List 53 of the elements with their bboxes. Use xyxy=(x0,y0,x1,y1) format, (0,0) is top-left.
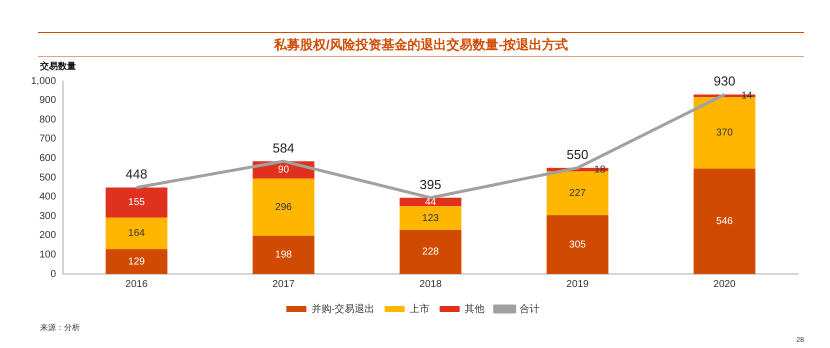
data-label: 44 xyxy=(424,196,437,208)
bar xyxy=(694,168,756,274)
bar xyxy=(106,188,168,218)
data-label: 448 xyxy=(126,166,148,182)
x-tick-label: 2016 xyxy=(125,278,148,290)
data-label: 550 xyxy=(566,146,588,162)
bar xyxy=(400,198,462,206)
data-label: 90 xyxy=(278,164,290,176)
data-label: 546 xyxy=(716,216,734,228)
data-label: 227 xyxy=(569,188,586,199)
y-tick-label: 100 xyxy=(39,249,56,260)
data-label: 129 xyxy=(128,256,146,268)
data-label: 370 xyxy=(716,128,734,139)
y-tick-label: 500 xyxy=(39,172,56,184)
legend-label: 合计 xyxy=(520,302,540,315)
bar xyxy=(400,230,462,274)
data-label: 296 xyxy=(275,202,292,213)
y-tick-label: 300 xyxy=(39,210,56,222)
y-tick-label: 800 xyxy=(39,114,56,126)
data-label: 164 xyxy=(128,228,146,240)
legend-label: 其他 xyxy=(464,302,485,315)
bar xyxy=(106,217,168,250)
y-tick-label: 600 xyxy=(39,152,56,164)
legend-label: 并购-交易退出 xyxy=(311,302,375,315)
y-tick-label: 0 xyxy=(50,268,56,280)
data-label: 584 xyxy=(272,140,294,156)
data-label: 155 xyxy=(128,197,146,208)
bar xyxy=(252,236,314,274)
bar xyxy=(252,178,314,236)
bar xyxy=(546,171,608,216)
x-tick-label: 2019 xyxy=(566,278,590,290)
y-tick-label: 1,000 xyxy=(30,76,56,87)
y-tick-label: 700 xyxy=(39,134,56,145)
data-label: 123 xyxy=(422,212,440,224)
data-label: 305 xyxy=(569,239,586,250)
x-tick-label: 2020 xyxy=(713,278,736,290)
bar xyxy=(106,249,168,274)
y-tick-label: 400 xyxy=(39,192,56,203)
x-tick-label: 2018 xyxy=(419,278,442,290)
y-axis-title: 交易数量 xyxy=(40,60,76,73)
source-note: 来源：分析 xyxy=(40,322,80,333)
bar xyxy=(546,215,608,274)
data-label: 930 xyxy=(714,74,736,89)
x-tick-label: 2017 xyxy=(272,278,296,290)
y-tick-label: 200 xyxy=(39,230,56,242)
bar xyxy=(400,206,462,230)
y-tick-label: 900 xyxy=(39,95,56,106)
legend-label: 上市 xyxy=(410,302,430,315)
chart-title: 私募股权/风险投资基金的退出交易数量-按退出方式 xyxy=(272,36,569,54)
data-label: 395 xyxy=(420,176,442,192)
bar xyxy=(694,97,756,169)
data-label: 228 xyxy=(422,246,440,258)
data-label: 198 xyxy=(275,250,292,261)
